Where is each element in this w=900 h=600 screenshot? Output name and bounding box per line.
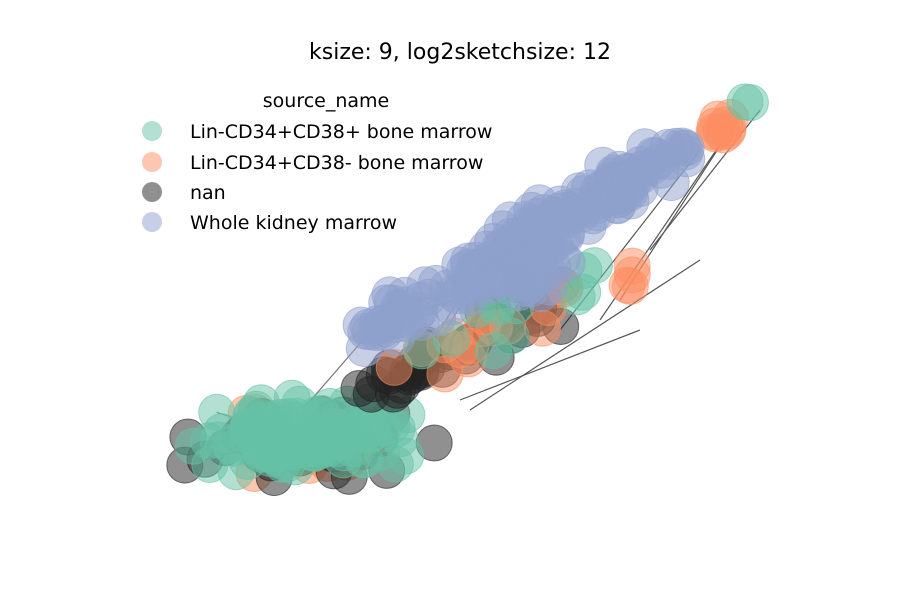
legend-label-nan: nan (190, 182, 226, 204)
legend-marker-nan (142, 182, 162, 202)
legend-label-lin-cd34-cd38-neg: Lin-CD34+CD38- bone marrow (190, 152, 483, 174)
node-cd38-pos (263, 406, 301, 444)
node-cd38-pos (229, 407, 267, 445)
node-cd38-neg (695, 113, 733, 151)
legend-marker-lin-cd34-cd38-neg (142, 152, 162, 172)
legend: source_name Lin-CD34+CD38+ bone marrow L… (142, 90, 492, 234)
node-cd38-neg (608, 266, 646, 304)
node-kidney-marrow (406, 266, 444, 304)
node-kidney-marrow (536, 225, 574, 263)
node-kidney-marrow (347, 312, 385, 350)
node-cd38-pos (731, 84, 769, 122)
node-kidney-marrow (451, 266, 489, 304)
legend-marker-lin-cd34-cd38-pos (142, 121, 162, 141)
node-kidney-marrow (525, 194, 563, 231)
node-cd38-pos (290, 430, 328, 468)
node-kidney-marrow (665, 129, 703, 167)
network-edge (459, 329, 641, 401)
node-cd38-pos (334, 430, 372, 468)
node-kidney-marrow (522, 275, 560, 313)
node-kidney-marrow (611, 159, 649, 197)
legend-label-whole-kidney-marrow: Whole kidney marrow (190, 212, 397, 234)
legend-marker-whole-kidney-marrow (142, 212, 162, 232)
node-kidney-marrow (470, 241, 508, 279)
legend-title: source_name (263, 90, 389, 112)
legend-label-lin-cd34-cd38-pos: Lin-CD34+CD38+ bone marrow (190, 121, 492, 143)
chart-title: ksize: 9, log2sketchsize: 12 (309, 40, 611, 65)
network-edge (469, 259, 701, 411)
network-nodes (166, 83, 769, 497)
